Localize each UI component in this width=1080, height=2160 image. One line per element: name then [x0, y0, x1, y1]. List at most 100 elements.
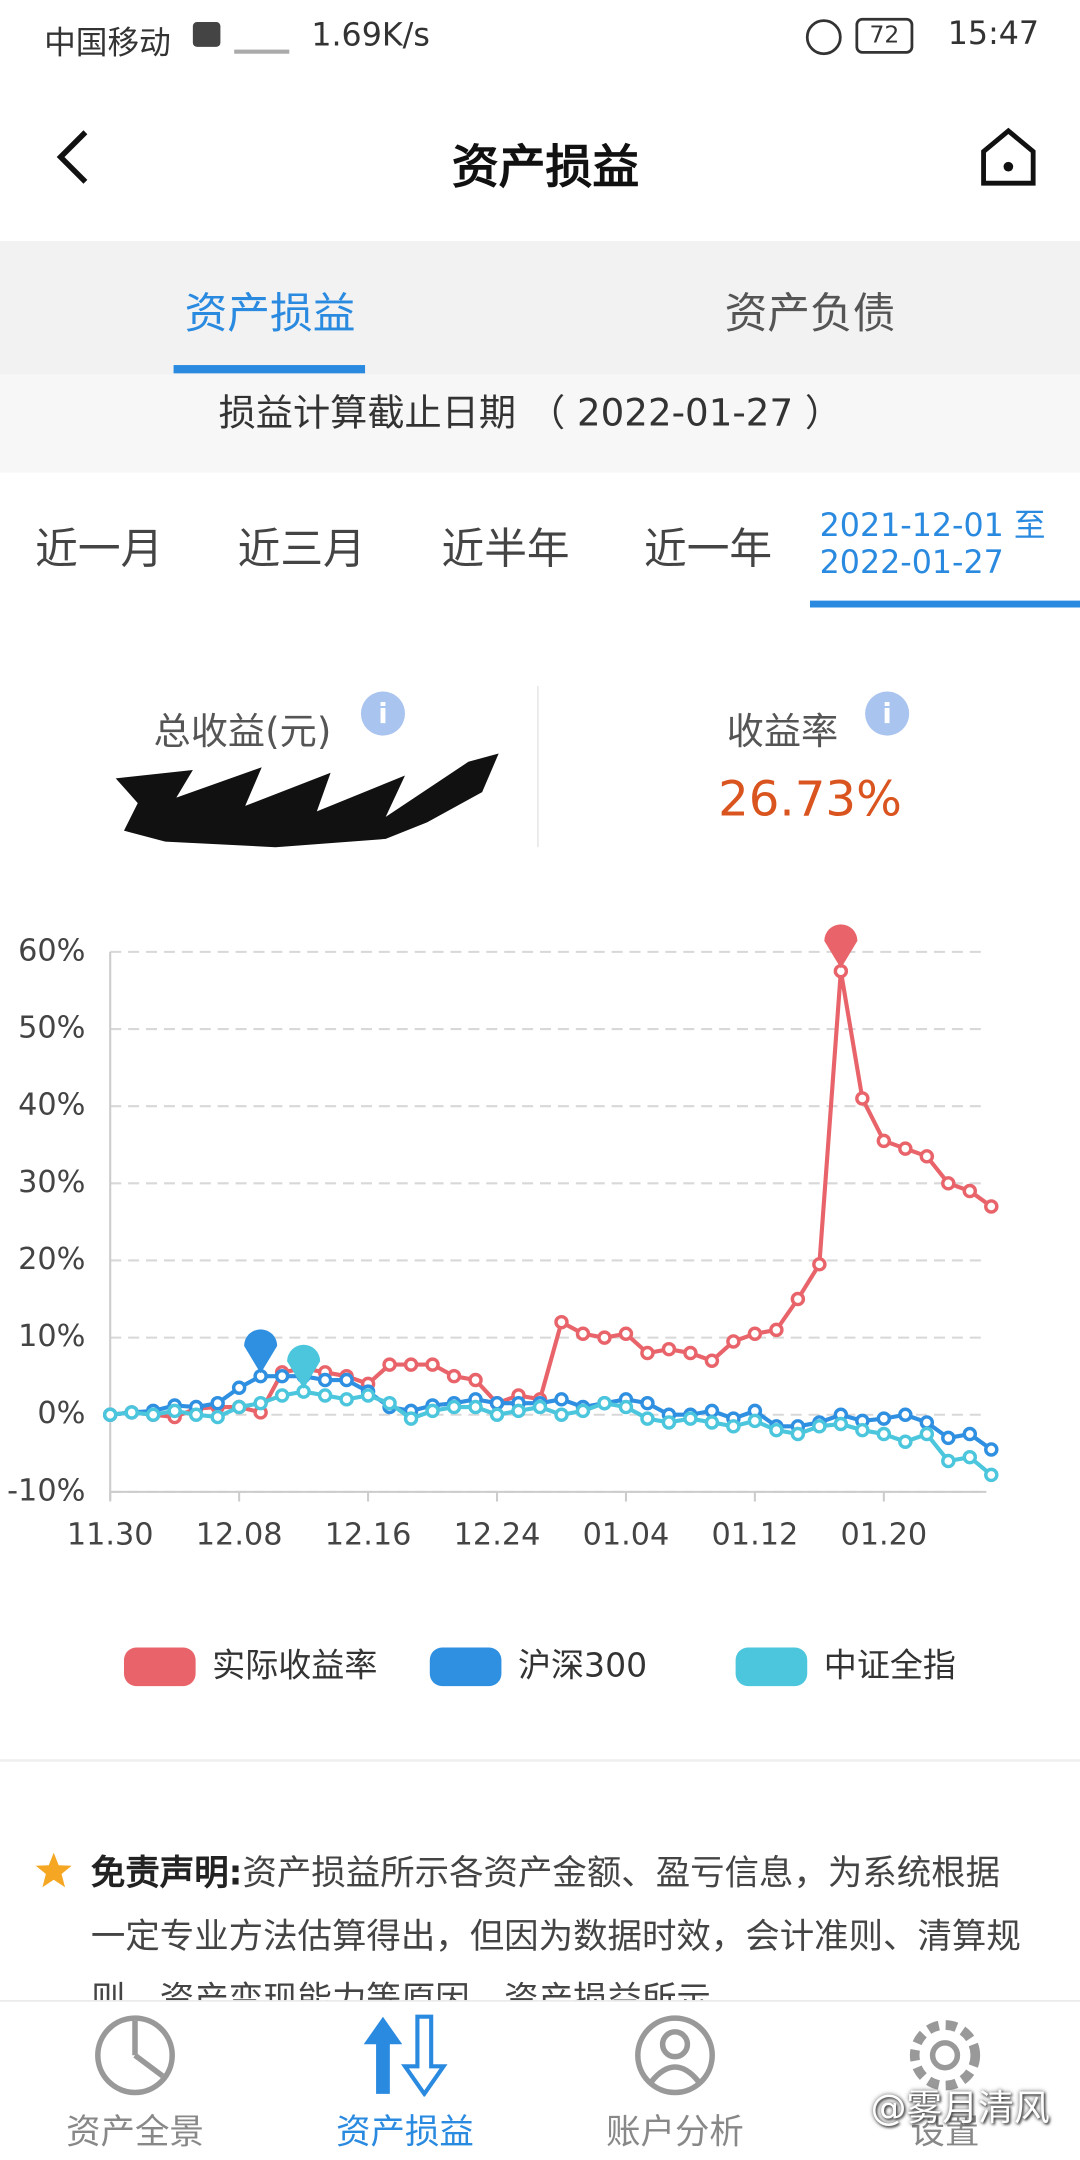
- carrier: 中国移动: [44, 26, 171, 62]
- data-point: [403, 1411, 419, 1426]
- data-point: [984, 1199, 999, 1214]
- data-point: [468, 1399, 483, 1415]
- period-indicator: [809, 600, 1080, 608]
- highlight-pin: [824, 924, 858, 969]
- info-icon[interactable]: i: [865, 691, 910, 736]
- x-tick-label: 01.20: [840, 1517, 927, 1552]
- custom-range-start[interactable]: 2021-12-01 至: [819, 508, 1046, 545]
- data-point: [640, 1345, 655, 1361]
- data-point: [640, 1395, 655, 1411]
- rate-label: 收益率: [726, 710, 839, 754]
- hd-icon: [192, 22, 221, 47]
- clock: 15:47: [947, 16, 1040, 53]
- star-icon: [35, 1852, 72, 1888]
- data-point: [984, 1442, 999, 1457]
- data-point: [855, 1422, 870, 1438]
- legend-label: 沪深300: [518, 1645, 647, 1684]
- nav-icon[interactable]: [634, 2014, 717, 2097]
- legend-label: 实际收益率: [212, 1645, 377, 1684]
- data-point: [661, 1415, 677, 1430]
- data-point: [747, 1413, 763, 1429]
- rate-value: 26.73%: [718, 772, 902, 828]
- data-point: [317, 1388, 333, 1403]
- data-point: [726, 1334, 741, 1349]
- home-button[interactable]: [979, 127, 1037, 188]
- legend-swatch: [735, 1647, 808, 1687]
- data-point: [188, 1407, 204, 1422]
- x-tick-label: 11.30: [67, 1517, 154, 1552]
- data-point: [511, 1403, 526, 1419]
- period[interactable]: 近三月: [237, 524, 366, 575]
- nav-label[interactable]: 设置: [910, 2111, 980, 2152]
- alarm-icon: [805, 19, 842, 56]
- info-icon[interactable]: i: [360, 691, 405, 736]
- x-tick-label: 01.04: [583, 1517, 670, 1552]
- data-point: [274, 1388, 290, 1403]
- data-point: [919, 1415, 935, 1430]
- data-point: [919, 1426, 935, 1442]
- data-point: [618, 1399, 634, 1415]
- data-point: [962, 1426, 978, 1442]
- data-point: [790, 1426, 806, 1442]
- data-point: [575, 1326, 591, 1341]
- data-point: [382, 1395, 397, 1411]
- data-point: [532, 1399, 548, 1415]
- x-tick-label: 01.12: [712, 1517, 799, 1552]
- watermark: @雾月清风: [870, 2088, 1050, 2130]
- tab-indicator: [173, 365, 366, 374]
- x-tick-label: 12.08: [196, 1517, 283, 1552]
- data-point: [145, 1407, 161, 1422]
- net-speed: 1.69K/s: [311, 17, 430, 54]
- data-point: [446, 1399, 462, 1415]
- data-point: [898, 1407, 913, 1422]
- data-point: [962, 1449, 978, 1465]
- y-tick-label: 0%: [37, 1396, 85, 1431]
- data-point: [726, 1419, 741, 1434]
- data-point: [597, 1395, 612, 1411]
- data-point: [812, 1419, 827, 1434]
- disclaimer-label: 免责声明:: [90, 1852, 243, 1893]
- data-point: [747, 1326, 763, 1341]
- data-point: [425, 1357, 440, 1372]
- tab-active[interactable]: 资产损益: [184, 289, 356, 339]
- chart: -10% 0% 10% 20% 30% 40% 50% 60% 11.30 12.08 12.16 1…: [7, 924, 999, 1687]
- data-point: [575, 1403, 591, 1419]
- x-tick-label: 12.16: [325, 1517, 412, 1552]
- nav-label-active[interactable]: 资产损益: [336, 2111, 474, 2152]
- custom-range-end[interactable]: 2022-01-27: [819, 545, 1004, 582]
- data-point: [898, 1434, 913, 1449]
- total-label: 总收益(元): [153, 710, 332, 754]
- period[interactable]: 近一月: [35, 524, 164, 575]
- data-point: [274, 1368, 290, 1384]
- data-point: [554, 1392, 569, 1407]
- back-button[interactable]: [50, 127, 97, 188]
- data-point: [704, 1353, 720, 1368]
- data-point: [253, 1395, 268, 1411]
- nav-label[interactable]: 账户分析: [606, 2111, 744, 2152]
- data-point: [876, 1411, 892, 1426]
- nav-label[interactable]: 资产全景: [66, 2111, 204, 2152]
- data-point: [833, 1416, 849, 1432]
- redacted-value: [115, 753, 499, 848]
- data-point: [919, 1149, 935, 1164]
- nav-icon[interactable]: [94, 2014, 177, 2097]
- divider: [537, 686, 539, 848]
- data-point: [489, 1407, 505, 1422]
- tab[interactable]: 资产负债: [724, 289, 896, 339]
- nav-icon[interactable]: [904, 2014, 987, 2097]
- legend-swatch: [123, 1647, 196, 1687]
- x-tick-label: 12.24: [454, 1517, 541, 1552]
- data-point: [231, 1399, 247, 1415]
- y-tick-label: 30%: [18, 1165, 85, 1200]
- y-tick-label: 20%: [18, 1242, 85, 1277]
- disclaimer-text: 资产损益所示各资产金额、盈亏信息，为系统根据一定专业方法估算得出，但因为数据时效…: [90, 1852, 1021, 2001]
- highlight-pin: [287, 1344, 321, 1389]
- nav-icon-active[interactable]: [361, 2014, 449, 2097]
- period[interactable]: 近半年: [441, 524, 570, 575]
- disclaimer: 免责声明:资产损益所示各资产金额、盈亏信息，为系统根据一定专业方法估算得出，但因…: [91, 1842, 1030, 2000]
- period[interactable]: 近一年: [644, 524, 773, 575]
- y-tick-label: 40%: [18, 1088, 85, 1123]
- data-point: [618, 1326, 634, 1341]
- battery: 72: [855, 17, 914, 54]
- cutoff-date: 损益计算截止日期 （ 2022-01-27 ）: [218, 392, 843, 436]
